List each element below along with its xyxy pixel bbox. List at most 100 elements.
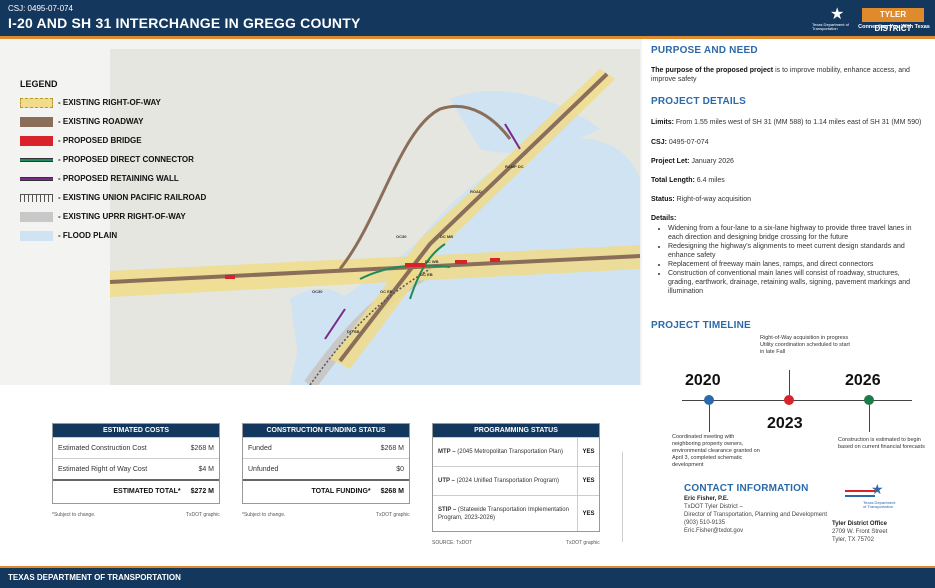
- purpose-body: is to improve mobility, enhance access, …: [651, 67, 910, 83]
- timeline-year-2026: 2026: [845, 372, 881, 389]
- legend-swatch: [20, 176, 53, 181]
- timeline-note-text: Right-of-Way acquisition in progress Uti…: [760, 335, 850, 355]
- timeline-note-2026: Construction is estimated to begin based…: [838, 437, 925, 450]
- program-name: (Statewide Transportation Implementation…: [438, 506, 569, 521]
- map-label: OC EB: [380, 289, 393, 294]
- total-label: TOTAL FUNDING*: [311, 488, 371, 495]
- timeline-note-2020: Coordinated meeting with neighboring pro…: [672, 434, 760, 468]
- row-value: $4 M: [198, 465, 214, 473]
- logo-text: Texas Department of Transportation: [863, 500, 896, 509]
- legend-item: - PROPOSED DIRECT CONNECTOR: [20, 150, 206, 169]
- row-label: Estimated Construction Cost: [58, 444, 147, 452]
- table-row: Estimated Right of Way Cost $4 M: [53, 458, 219, 479]
- contact-email[interactable]: Eric.Fisher@txdot.gov: [684, 528, 744, 534]
- map-label: OC EB: [420, 272, 433, 277]
- list-item: Construction of conventional main lanes …: [668, 269, 925, 296]
- row-value: YES: [577, 438, 599, 466]
- star-icon: ★: [871, 481, 884, 497]
- map-label: DC SB: [347, 329, 360, 334]
- row-label: UTP – (2024 Unified Transportation Progr…: [433, 477, 577, 485]
- contact-heading: CONTACT INFORMATION: [684, 483, 809, 494]
- details-heading: PROJECT DETAILS: [651, 96, 747, 107]
- timeline-axis: [682, 400, 912, 401]
- detail-value: Right-of-way acquisition: [674, 196, 751, 203]
- table-row: STIP – (Statewide Transportation Impleme…: [433, 495, 599, 531]
- table-row: Funded $268 M: [243, 437, 409, 458]
- logo-stripe: [845, 495, 875, 497]
- footer-text: TEXAS DEPARTMENT OF TRANSPORTATION: [8, 573, 181, 582]
- list-item: Redesigning the highway's alignments to …: [668, 242, 925, 260]
- legend-item: - EXISTING RIGHT-OF-WAY: [20, 93, 206, 112]
- timeline-dot-2020: [704, 395, 714, 405]
- page-title: I-20 AND SH 31 INTERCHANGE IN GREGG COUN…: [8, 15, 361, 31]
- legend-swatch: [20, 211, 53, 222]
- row-value: YES: [577, 467, 599, 495]
- row-value: $268 M: [190, 444, 214, 452]
- detail-label: Project Let:: [651, 158, 690, 165]
- detail-value: 6.4 miles: [694, 177, 725, 184]
- project-map: OC30 OC30 RAMP DC ROAD DC MB OC EB DC WB…: [0, 39, 642, 385]
- program-abbr: UTP –: [438, 478, 455, 484]
- legend-swatch: [20, 157, 53, 162]
- programming-footnote: SOURCE: TxDOT: [432, 540, 473, 546]
- programming-source: TxDOT graphic: [566, 540, 600, 546]
- detail-label: Status:: [651, 196, 675, 203]
- program-abbr: MTP –: [438, 449, 456, 455]
- legend-swatch: [20, 230, 53, 241]
- detail-details-label: Details:: [651, 214, 676, 223]
- legend-label: - EXISTING RIGHT-OF-WAY: [58, 98, 161, 107]
- map-graphic: [0, 39, 642, 385]
- timeline-tick: [869, 405, 870, 432]
- header-csj: CSJ: 0495-07-074: [8, 4, 73, 13]
- legend-label: - PROPOSED BRIDGE: [58, 136, 142, 145]
- program-abbr: STIP –: [438, 506, 457, 513]
- legend-swatch: [20, 116, 53, 127]
- detail-label: CSJ:: [651, 139, 667, 146]
- detail-label: Details:: [651, 215, 677, 222]
- page-footer: [0, 568, 935, 588]
- contact-details: Eric Fisher, P.E. TxDOT Tyler District –…: [684, 495, 827, 535]
- legend-label: - PROPOSED DIRECT CONNECTOR: [58, 155, 194, 164]
- table-row: MTP – (2045 Metropolitan Transportation …: [433, 437, 599, 466]
- detail-value: January 2026: [689, 158, 734, 165]
- costs-footnote: *Subject to change.: [52, 512, 96, 518]
- legend-item: - EXISTING ROADWAY: [20, 112, 206, 131]
- detail-limits: Limits: From 1.55 miles west of SH 31 (M…: [651, 118, 931, 127]
- map-label: DC WB: [425, 259, 439, 264]
- timeline-tick: [789, 370, 790, 395]
- page-header: CSJ: 0495-07-074 I-20 AND SH 31 INTERCHA…: [0, 0, 935, 36]
- detail-label: Total Length:: [651, 177, 695, 184]
- total-value: $272 M: [190, 488, 214, 495]
- table-title: PROGRAMMING STATUS: [433, 424, 599, 437]
- list-item: Widening from a four-lane to a six-lane …: [668, 224, 925, 242]
- funding-status-table: CONSTRUCTION FUNDING STATUS Funded $268 …: [242, 423, 410, 504]
- row-label: Estimated Right of Way Cost: [58, 465, 148, 473]
- office-line: Tyler, TX 75702: [832, 537, 874, 543]
- map-label: RAMP DC: [505, 164, 524, 169]
- costs-source: TxDOT graphic: [186, 512, 220, 518]
- table-row: UTP – (2024 Unified Transportation Progr…: [433, 466, 599, 495]
- detail-status: Status: Right-of-way acquisition: [651, 195, 751, 204]
- timeline-year-2020: 2020: [685, 372, 721, 389]
- txdot-logo: ★ Texas Department of Transportation: [812, 6, 858, 33]
- contact-line: TxDOT Tyler District –: [684, 504, 743, 510]
- table-row: Estimated Construction Cost $268 M: [53, 437, 219, 458]
- legend-label: - EXISTING ROADWAY: [58, 117, 144, 126]
- legend-item: - FLOOD PLAIN: [20, 226, 206, 245]
- contact-name: Eric Fisher, P.E.: [684, 496, 729, 502]
- map-label: OC30: [396, 234, 407, 239]
- legend-swatch: [20, 135, 53, 146]
- detail-value: 0495-07-074: [666, 139, 709, 146]
- timeline-year-2023: 2023: [767, 415, 803, 432]
- row-label: STIP – (Statewide Transportation Impleme…: [433, 506, 577, 522]
- table-total-row: ESTIMATED TOTAL* $272 M: [53, 479, 219, 502]
- office-address: Tyler District Office 2709 W. Front Stre…: [832, 520, 887, 544]
- table-total-row: TOTAL FUNDING* $268 M: [243, 479, 409, 502]
- legend-label: - EXISTING UPRR RIGHT-OF-WAY: [58, 212, 186, 221]
- contact-line: Director of Transportation, Planning and…: [684, 512, 828, 518]
- map-legend: LEGEND - EXISTING RIGHT-OF-WAY - EXISTIN…: [20, 79, 206, 245]
- table-title: ESTIMATED COSTS: [53, 424, 219, 437]
- logo-text: Texas Department of Transportation: [812, 22, 849, 31]
- detail-label: Limits:: [651, 119, 674, 126]
- legend-item: - PROPOSED RETAINING WALL: [20, 169, 206, 188]
